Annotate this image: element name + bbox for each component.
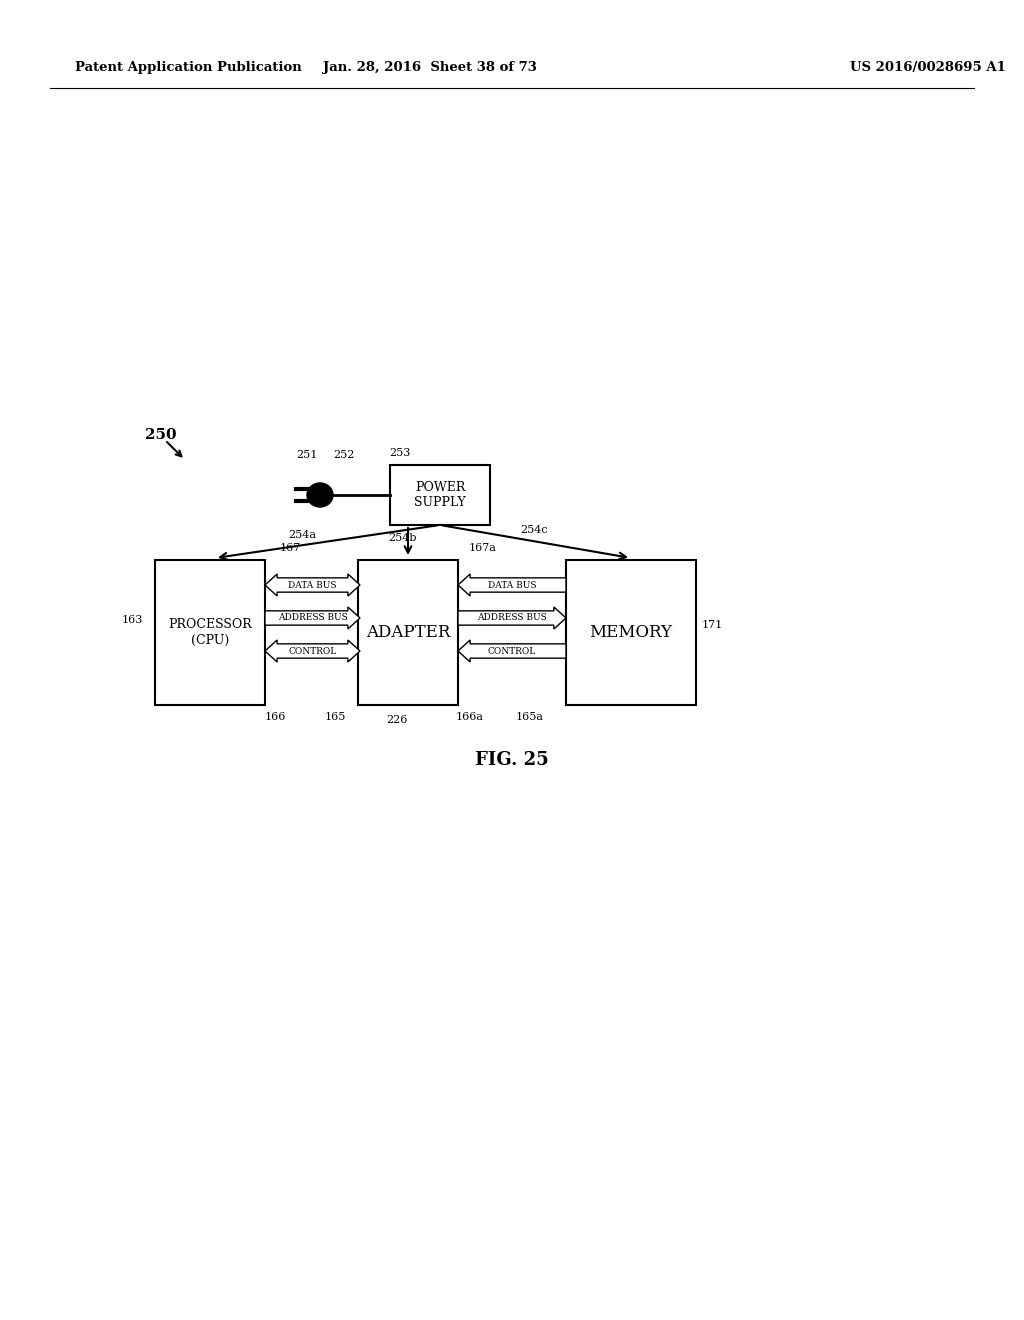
Text: 254c: 254c <box>520 525 548 535</box>
Text: 163: 163 <box>122 615 143 624</box>
Text: 167: 167 <box>280 543 301 553</box>
Polygon shape <box>458 607 566 630</box>
Text: 251: 251 <box>296 450 317 459</box>
Polygon shape <box>458 574 566 597</box>
Text: ADDRESS BUS: ADDRESS BUS <box>477 614 547 623</box>
Bar <box>155 560 265 705</box>
Text: DATA BUS: DATA BUS <box>288 581 337 590</box>
Polygon shape <box>458 640 566 663</box>
Bar <box>566 560 696 705</box>
Text: MEMORY: MEMORY <box>590 624 673 642</box>
Text: 250: 250 <box>145 428 176 442</box>
Text: 254a: 254a <box>288 531 316 540</box>
Text: 254b: 254b <box>388 533 417 543</box>
Polygon shape <box>265 640 360 663</box>
Text: ADAPTER: ADAPTER <box>366 624 451 642</box>
Bar <box>390 465 490 525</box>
Text: 165: 165 <box>325 711 346 722</box>
Text: DATA BUS: DATA BUS <box>487 581 537 590</box>
Text: 166: 166 <box>265 711 287 722</box>
Text: ADDRESS BUS: ADDRESS BUS <box>278 614 347 623</box>
Text: 165a: 165a <box>516 711 544 722</box>
Bar <box>358 560 458 705</box>
Text: CONTROL: CONTROL <box>487 647 537 656</box>
Text: PROCESSOR
(CPU): PROCESSOR (CPU) <box>168 619 252 647</box>
Text: FIG. 25: FIG. 25 <box>475 751 549 770</box>
Text: 252: 252 <box>333 450 354 459</box>
Text: CONTROL: CONTROL <box>289 647 337 656</box>
Polygon shape <box>265 574 360 597</box>
Polygon shape <box>265 607 360 630</box>
Text: POWER
SUPPLY: POWER SUPPLY <box>414 480 466 510</box>
Text: 226: 226 <box>386 715 408 725</box>
Text: 167a: 167a <box>469 543 497 553</box>
Text: 166a: 166a <box>456 711 484 722</box>
Text: Jan. 28, 2016  Sheet 38 of 73: Jan. 28, 2016 Sheet 38 of 73 <box>323 62 537 74</box>
Text: Patent Application Publication: Patent Application Publication <box>75 62 302 74</box>
Text: 253: 253 <box>389 447 411 458</box>
Text: 171: 171 <box>702 620 723 630</box>
Text: US 2016/0028695 A1: US 2016/0028695 A1 <box>850 62 1006 74</box>
Ellipse shape <box>307 483 333 507</box>
